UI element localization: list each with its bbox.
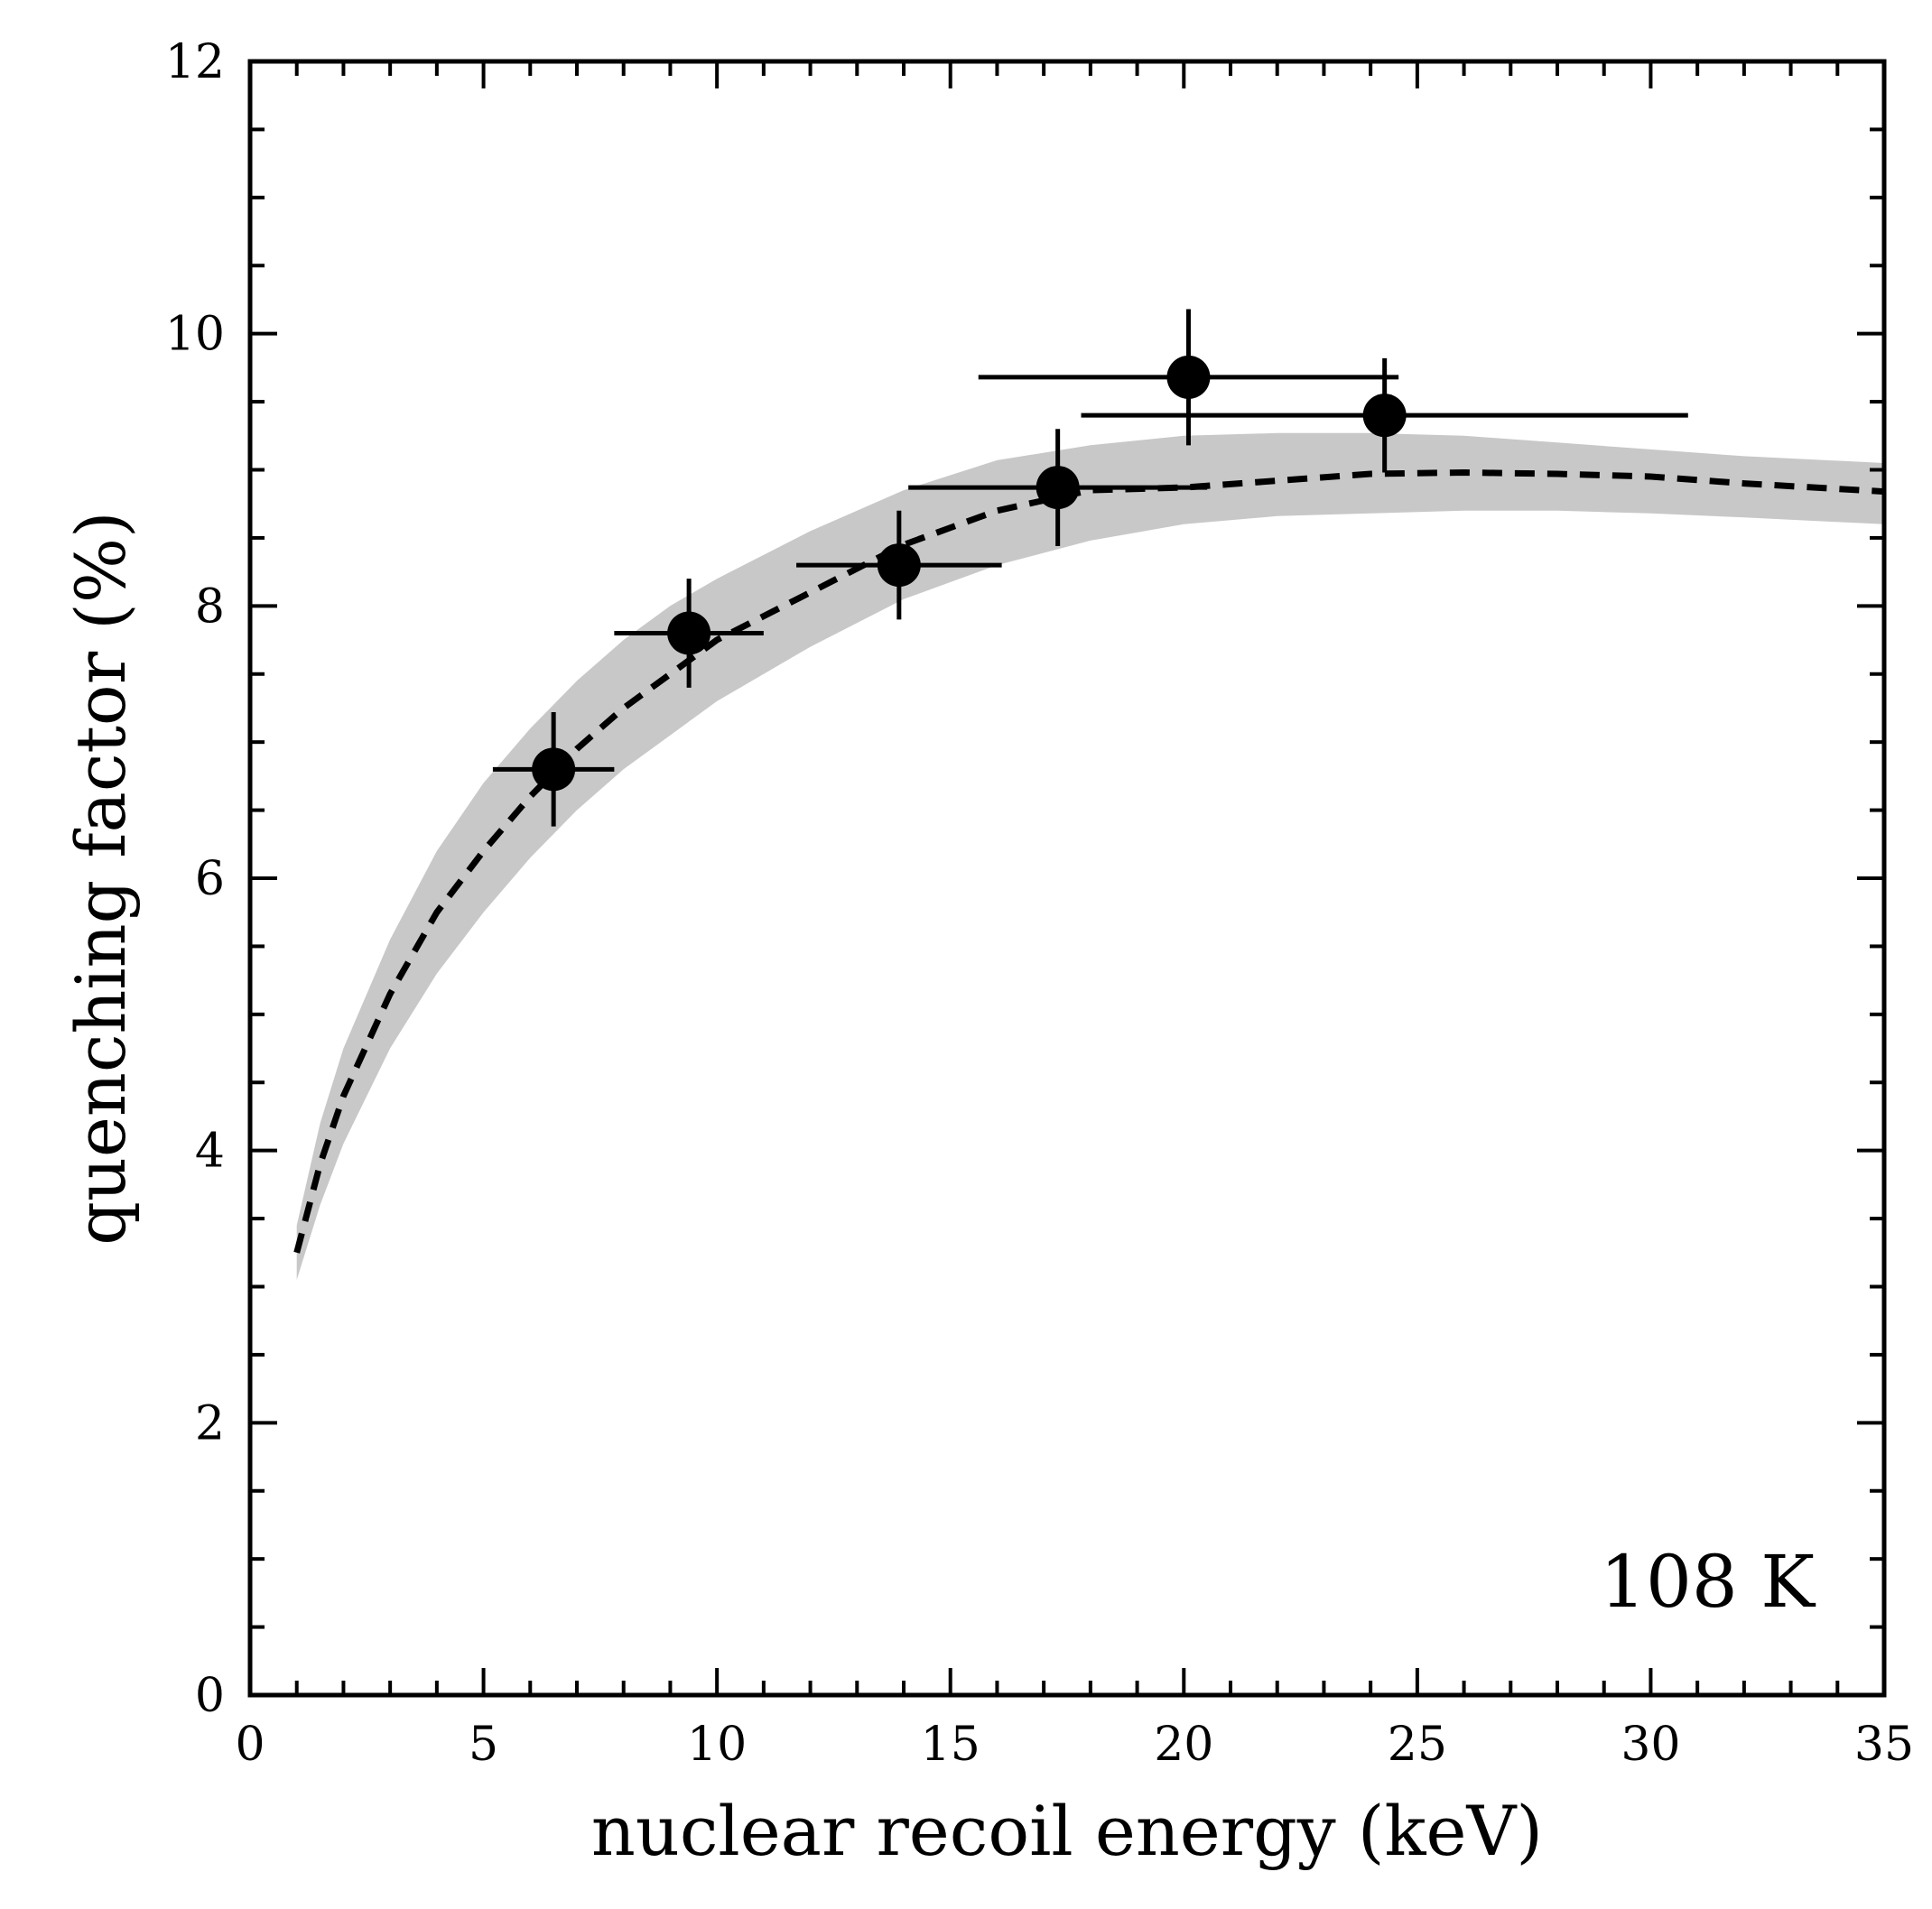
annotation-label: 108 K bbox=[1600, 1540, 1816, 1624]
y-tick-label: 10 bbox=[165, 308, 225, 362]
y-tick-label: 6 bbox=[195, 852, 225, 906]
data-point-group bbox=[492, 711, 615, 827]
data-point-group bbox=[908, 429, 1208, 546]
band-layer bbox=[296, 432, 1885, 1280]
x-tick-label: 35 bbox=[1854, 1718, 1914, 1772]
x-axis-title: nuclear recoil energy (keV) bbox=[591, 1791, 1543, 1871]
y-tick-label: 12 bbox=[165, 35, 225, 89]
y-axis-title: quenching factor (%) bbox=[60, 511, 141, 1245]
data-point bbox=[877, 543, 921, 588]
ticks-layer bbox=[248, 60, 1886, 1697]
x-tick-label: 10 bbox=[687, 1718, 747, 1772]
x-tick-label: 15 bbox=[921, 1718, 980, 1772]
curve-layer bbox=[293, 468, 1885, 1254]
y-tick-label: 4 bbox=[195, 1125, 225, 1179]
x-tick-label: 20 bbox=[1154, 1718, 1213, 1772]
x-tick-label: 5 bbox=[469, 1718, 498, 1772]
points-layer bbox=[492, 309, 1688, 827]
y-tick-label: 8 bbox=[195, 579, 225, 634]
data-point bbox=[1166, 355, 1211, 399]
labels-layer: 0 5 10 15 20 25 30 35 0 2 4 6 8 10 12 bbox=[165, 35, 1914, 1772]
uncertainty-band bbox=[296, 432, 1885, 1280]
data-point-group bbox=[614, 579, 764, 688]
data-point bbox=[532, 747, 576, 792]
x-tick-label: 0 bbox=[235, 1718, 265, 1772]
data-point bbox=[1362, 394, 1407, 438]
data-point-group bbox=[978, 309, 1399, 446]
x-tick-label: 25 bbox=[1388, 1718, 1447, 1772]
y-tick-label: 0 bbox=[195, 1669, 225, 1723]
model-curve bbox=[293, 468, 1885, 1254]
data-point bbox=[667, 611, 711, 655]
data-point-group bbox=[796, 510, 1002, 620]
x-tick-label: 30 bbox=[1621, 1718, 1680, 1772]
data-point-group bbox=[1081, 357, 1688, 473]
data-point bbox=[1036, 466, 1080, 510]
y-tick-label: 2 bbox=[195, 1396, 225, 1450]
